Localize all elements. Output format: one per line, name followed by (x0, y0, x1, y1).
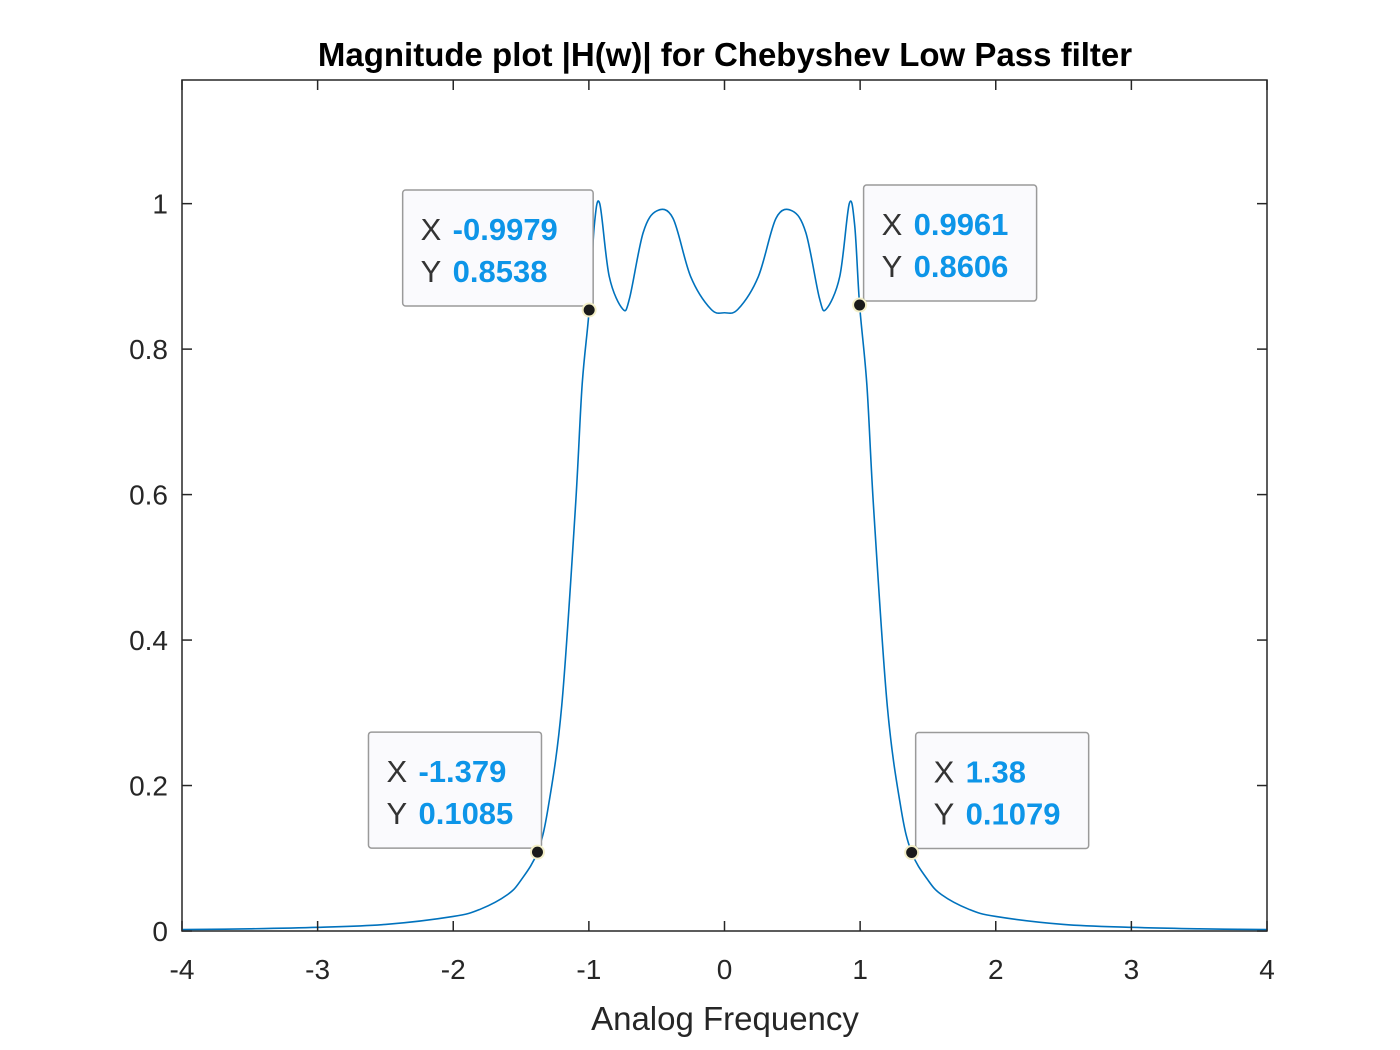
y-tick-label: 0.8 (129, 334, 168, 365)
x-tick-label: -1 (576, 954, 601, 985)
x-tick-label: 2 (988, 954, 1004, 985)
datatip-y-value: 0.1085 (418, 796, 513, 831)
datatip-x-key: X (882, 207, 903, 242)
datatip-x-value: 1.38 (966, 755, 1026, 790)
y-tick-label: 0 (152, 916, 168, 947)
datatips: X -0.9979 Y 0.8538 X 0.9961 Y 0.8606 X -1.379 Y 0.1… (367, 184, 1090, 861)
datatip-box (367, 731, 543, 849)
datatip: X -0.9979 Y 0.8538 (401, 189, 597, 318)
y-tick-label: 0.4 (129, 625, 168, 656)
plot-area (181, 79, 1268, 932)
x-axis: -4 -3 -2 -1 0 1 2 3 4 (170, 80, 1275, 985)
datatip: X 1.38 Y 0.1079 (904, 731, 1090, 861)
datatip-marker[interactable] (904, 845, 920, 861)
datatip-marker[interactable] (852, 297, 868, 313)
datatip-y-key: Y (421, 254, 442, 289)
x-tick-label: -2 (441, 954, 466, 985)
datatip-x-value: -1.379 (418, 754, 506, 789)
y-tick-label: 1 (152, 189, 168, 220)
datatip-x-key: X (386, 754, 407, 789)
datatip-y-value: 0.1079 (966, 797, 1061, 832)
datatip-y-value: 0.8538 (453, 254, 548, 289)
x-tick-label: -4 (170, 954, 195, 985)
datatip: X 0.9961 Y 0.8606 (852, 184, 1038, 313)
y-tick-label: 0.2 (129, 771, 168, 802)
y-axis: 0 0.2 0.4 0.6 0.8 1 (129, 189, 1267, 947)
datatip-x-value: -0.9979 (453, 212, 558, 247)
x-tick-label: 0 (717, 954, 733, 985)
x-tick-label: 3 (1124, 954, 1140, 985)
datatip-y-key: Y (934, 797, 955, 832)
chart-title: Magnitude plot |H(w)| for Chebyshev Low … (318, 36, 1132, 73)
datatip-box (862, 184, 1038, 302)
x-tick-label: 4 (1259, 954, 1275, 985)
datatip-y-value: 0.8606 (914, 249, 1009, 284)
datatip-box (914, 731, 1090, 850)
x-tick-label: 1 (852, 954, 868, 985)
datatip-x-key: X (421, 212, 442, 247)
datatip-x-key: X (934, 755, 955, 790)
datatip-marker[interactable] (529, 844, 545, 860)
datatip-y-key: Y (386, 796, 407, 831)
datatip-box (401, 189, 594, 307)
datatip-x-value: 0.9961 (914, 207, 1009, 242)
datatip-marker[interactable] (581, 302, 597, 318)
datatip: X -1.379 Y 0.1085 (367, 731, 545, 860)
x-axis-label: Analog Frequency (591, 1000, 859, 1037)
y-tick-label: 0.6 (129, 480, 168, 511)
datatip-y-key: Y (882, 249, 903, 284)
x-tick-label: -3 (305, 954, 330, 985)
